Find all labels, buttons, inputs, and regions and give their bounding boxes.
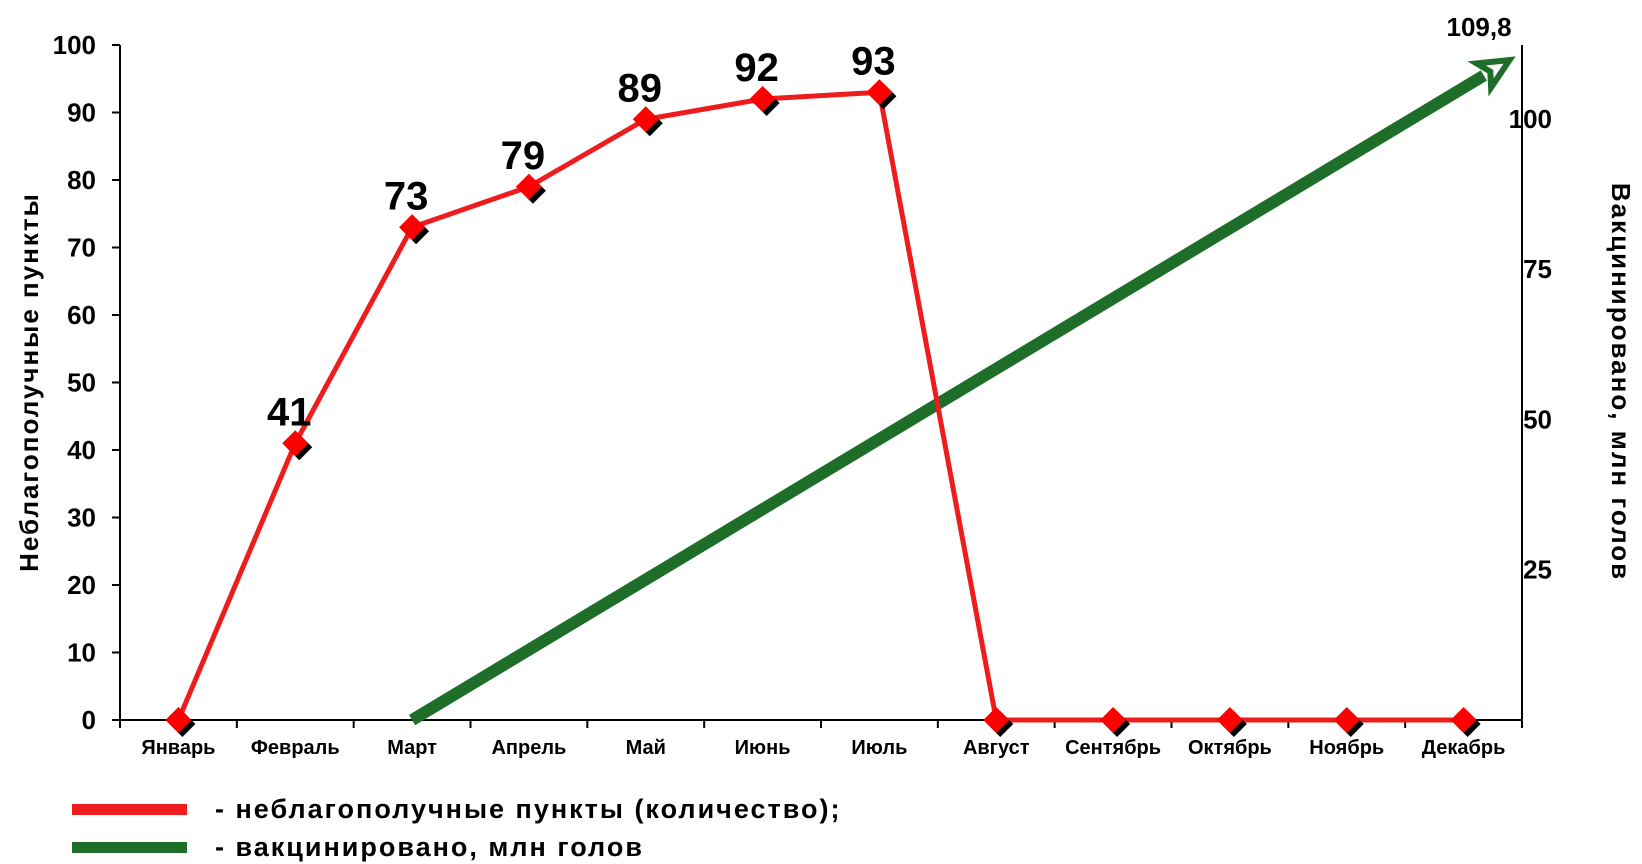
outbreaks-marker: [1333, 707, 1360, 733]
x-tick-label: Май: [626, 737, 666, 759]
left-tick-label: 50: [67, 368, 96, 398]
data-labels: 41 73 79 89 92 93: [267, 39, 896, 434]
outbreaks-marker: [399, 214, 426, 241]
outbreaks-marker: [1216, 707, 1243, 733]
chart: 0 10 20 30 40 50 60 70 80 90 100 Январь Февраль Март…: [14, 12, 1636, 759]
data-label-value: 93: [851, 39, 896, 83]
left-tick-label: 70: [67, 233, 96, 263]
x-tick-label: Ноябрь: [1309, 737, 1384, 759]
left-tick-label: 0: [82, 705, 96, 735]
outbreaks-marker: [749, 86, 776, 112]
legend-label-vaccinated: - вакцинировано, млн голов: [215, 831, 644, 862]
legend-label-outbreaks: - неблагополучные пункты (количество);: [215, 793, 842, 824]
series-outbreaks: [165, 79, 1481, 737]
outbreaks-marker: [983, 707, 1010, 733]
x-tick-label: Апрель: [491, 737, 566, 759]
left-tick-label: 90: [67, 98, 96, 128]
outbreaks-line: [176, 89, 1464, 723]
left-tick-label: 10: [67, 638, 96, 668]
x-tick-label: Июль: [851, 737, 907, 759]
data-label-value: 92: [734, 46, 779, 90]
left-axis: 0 10 20 30 40 50 60 70 80 90 100: [53, 30, 121, 735]
x-tick-label: Февраль: [251, 737, 340, 759]
vaccinated-line: [408, 70, 1487, 726]
right-axis-ticks: 25 50 75 100: [1509, 45, 1552, 720]
left-tick-label: 20: [67, 570, 96, 600]
right-tick-label: 25: [1523, 555, 1552, 585]
left-tick-label: 30: [67, 503, 96, 533]
outbreaks-marker: [1100, 707, 1127, 733]
x-tick-label: Сентябрь: [1065, 737, 1161, 759]
legend-item-vaccinated: - вакцинировано, млн голов: [72, 830, 644, 864]
left-tick-label: 80: [67, 165, 96, 195]
x-tick-label: Июнь: [735, 737, 791, 759]
x-tick-label: Март: [387, 737, 437, 759]
data-label-value: 73: [384, 174, 429, 218]
legend-swatch-green: [72, 841, 187, 853]
left-tick-label: 100: [53, 30, 96, 60]
x-tick-label: Январь: [141, 737, 215, 759]
right-axis-title: Вакцинировано, млн голов: [1606, 183, 1636, 581]
left-tick-label: 60: [67, 300, 96, 330]
legend-swatch-red: [72, 803, 187, 815]
legend-item-outbreaks: - неблагополучные пункты (количество);: [72, 792, 841, 826]
left-axis-title: Неблагополучные пункты: [14, 192, 44, 572]
series-vaccinated: 109,8: [408, 12, 1516, 726]
outbreaks-marker: [282, 430, 309, 457]
data-label-value: 79: [501, 134, 546, 178]
right-tick-label: 50: [1523, 404, 1552, 434]
outbreaks-marker: [866, 79, 893, 106]
vaccinated-end-label: 109,8: [1447, 12, 1512, 42]
x-tick-label: Октябрь: [1188, 737, 1272, 759]
x-axis: Январь Февраль Март Апрель Май Июнь Июль Август…: [119, 719, 1523, 759]
right-tick-label: 100: [1509, 104, 1552, 134]
outbreaks-marker: [165, 707, 192, 733]
outbreaks-marker: [632, 106, 659, 133]
outbreaks-marker: [515, 173, 542, 200]
left-tick-label: 40: [67, 435, 96, 465]
x-tick-label: Август: [963, 737, 1030, 759]
x-tick-label: Декабрь: [1422, 737, 1506, 759]
right-tick-label: 75: [1523, 254, 1552, 284]
vaccinated-arrowhead: [1467, 56, 1516, 97]
outbreaks-marker: [1450, 707, 1477, 733]
data-label-value: 41: [267, 390, 312, 434]
data-label-value: 89: [618, 66, 663, 110]
